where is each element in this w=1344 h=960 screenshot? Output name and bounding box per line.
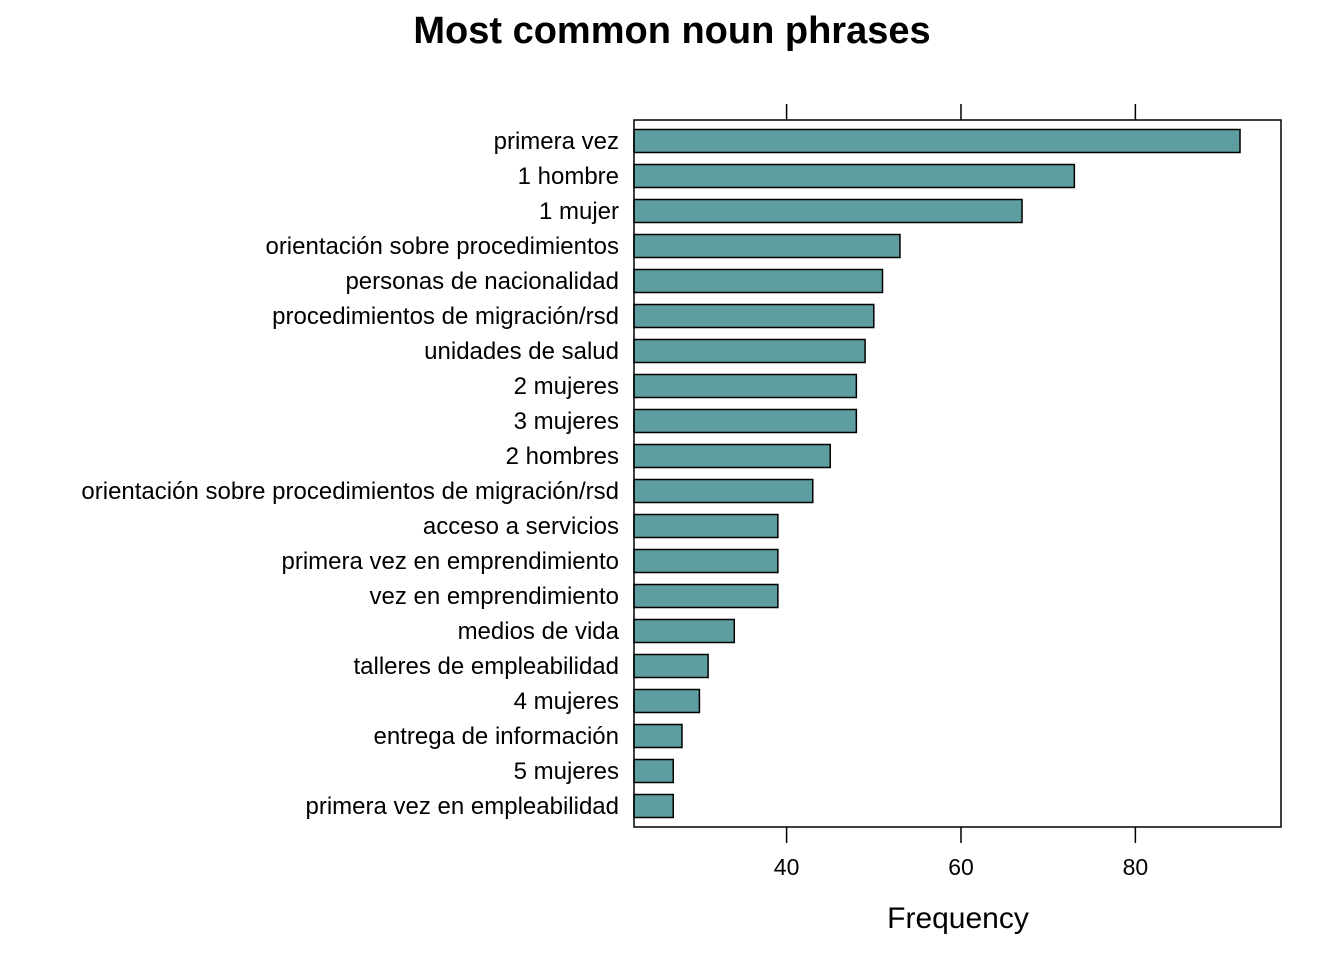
bar xyxy=(633,128,1241,154)
category-label: 1 mujer xyxy=(539,198,619,225)
category-label: unidades de salud xyxy=(424,338,619,365)
x-tick-label: 60 xyxy=(948,854,974,880)
bar xyxy=(633,443,831,469)
category-label: primera vez en emprendimiento xyxy=(282,548,620,575)
category-label: medios de vida xyxy=(458,618,620,645)
category-label: primera vez en empleabilidad xyxy=(306,793,620,820)
category-label: 2 mujeres xyxy=(514,373,619,400)
bars-layer xyxy=(633,128,1241,819)
bar xyxy=(633,268,884,294)
category-label: orientación sobre procedimientos xyxy=(265,233,619,260)
bar xyxy=(633,233,901,259)
bar xyxy=(633,373,858,399)
x-axis-title: Frequency xyxy=(887,902,1029,935)
category-label: procedimientos de migración/rsd xyxy=(272,303,619,330)
category-label: entrega de información xyxy=(374,723,619,750)
x-tick-label: 40 xyxy=(774,854,800,880)
plot-frame xyxy=(633,119,1282,828)
category-label: acceso a servicios xyxy=(423,513,619,540)
category-label: talleres de empleabilidad xyxy=(354,653,620,680)
category-label: primera vez xyxy=(494,128,619,155)
bar xyxy=(633,513,779,539)
bar xyxy=(633,793,674,819)
bar xyxy=(633,163,1076,189)
x-tick-label: 80 xyxy=(1123,854,1149,880)
category-label: personas de nacionalidad xyxy=(345,268,619,295)
category-label: 3 mujeres xyxy=(514,408,619,435)
bar xyxy=(633,198,1023,224)
bar xyxy=(633,478,814,504)
category-labels: primera vez 1 hombre 1 mujer orientación so… xyxy=(81,128,619,820)
bar xyxy=(633,583,779,609)
bar xyxy=(633,618,736,644)
bar xyxy=(633,408,858,434)
category-label: 2 hombres xyxy=(506,443,619,470)
bar xyxy=(633,338,866,364)
category-label: orientación sobre procedimientos de migr… xyxy=(81,478,619,505)
bar xyxy=(633,723,683,749)
category-label: 1 hombre xyxy=(518,163,619,190)
x-axis: 40 60 80 xyxy=(774,104,1148,880)
bar xyxy=(633,653,709,679)
bar xyxy=(633,688,701,714)
bar xyxy=(633,303,875,329)
bar xyxy=(633,758,674,784)
category-label: 4 mujeres xyxy=(514,688,619,715)
bar xyxy=(633,548,779,574)
category-label: vez en emprendimiento xyxy=(370,583,619,610)
category-label: 5 mujeres xyxy=(514,758,619,785)
chart-title: Most common noun phrases xyxy=(413,10,930,52)
